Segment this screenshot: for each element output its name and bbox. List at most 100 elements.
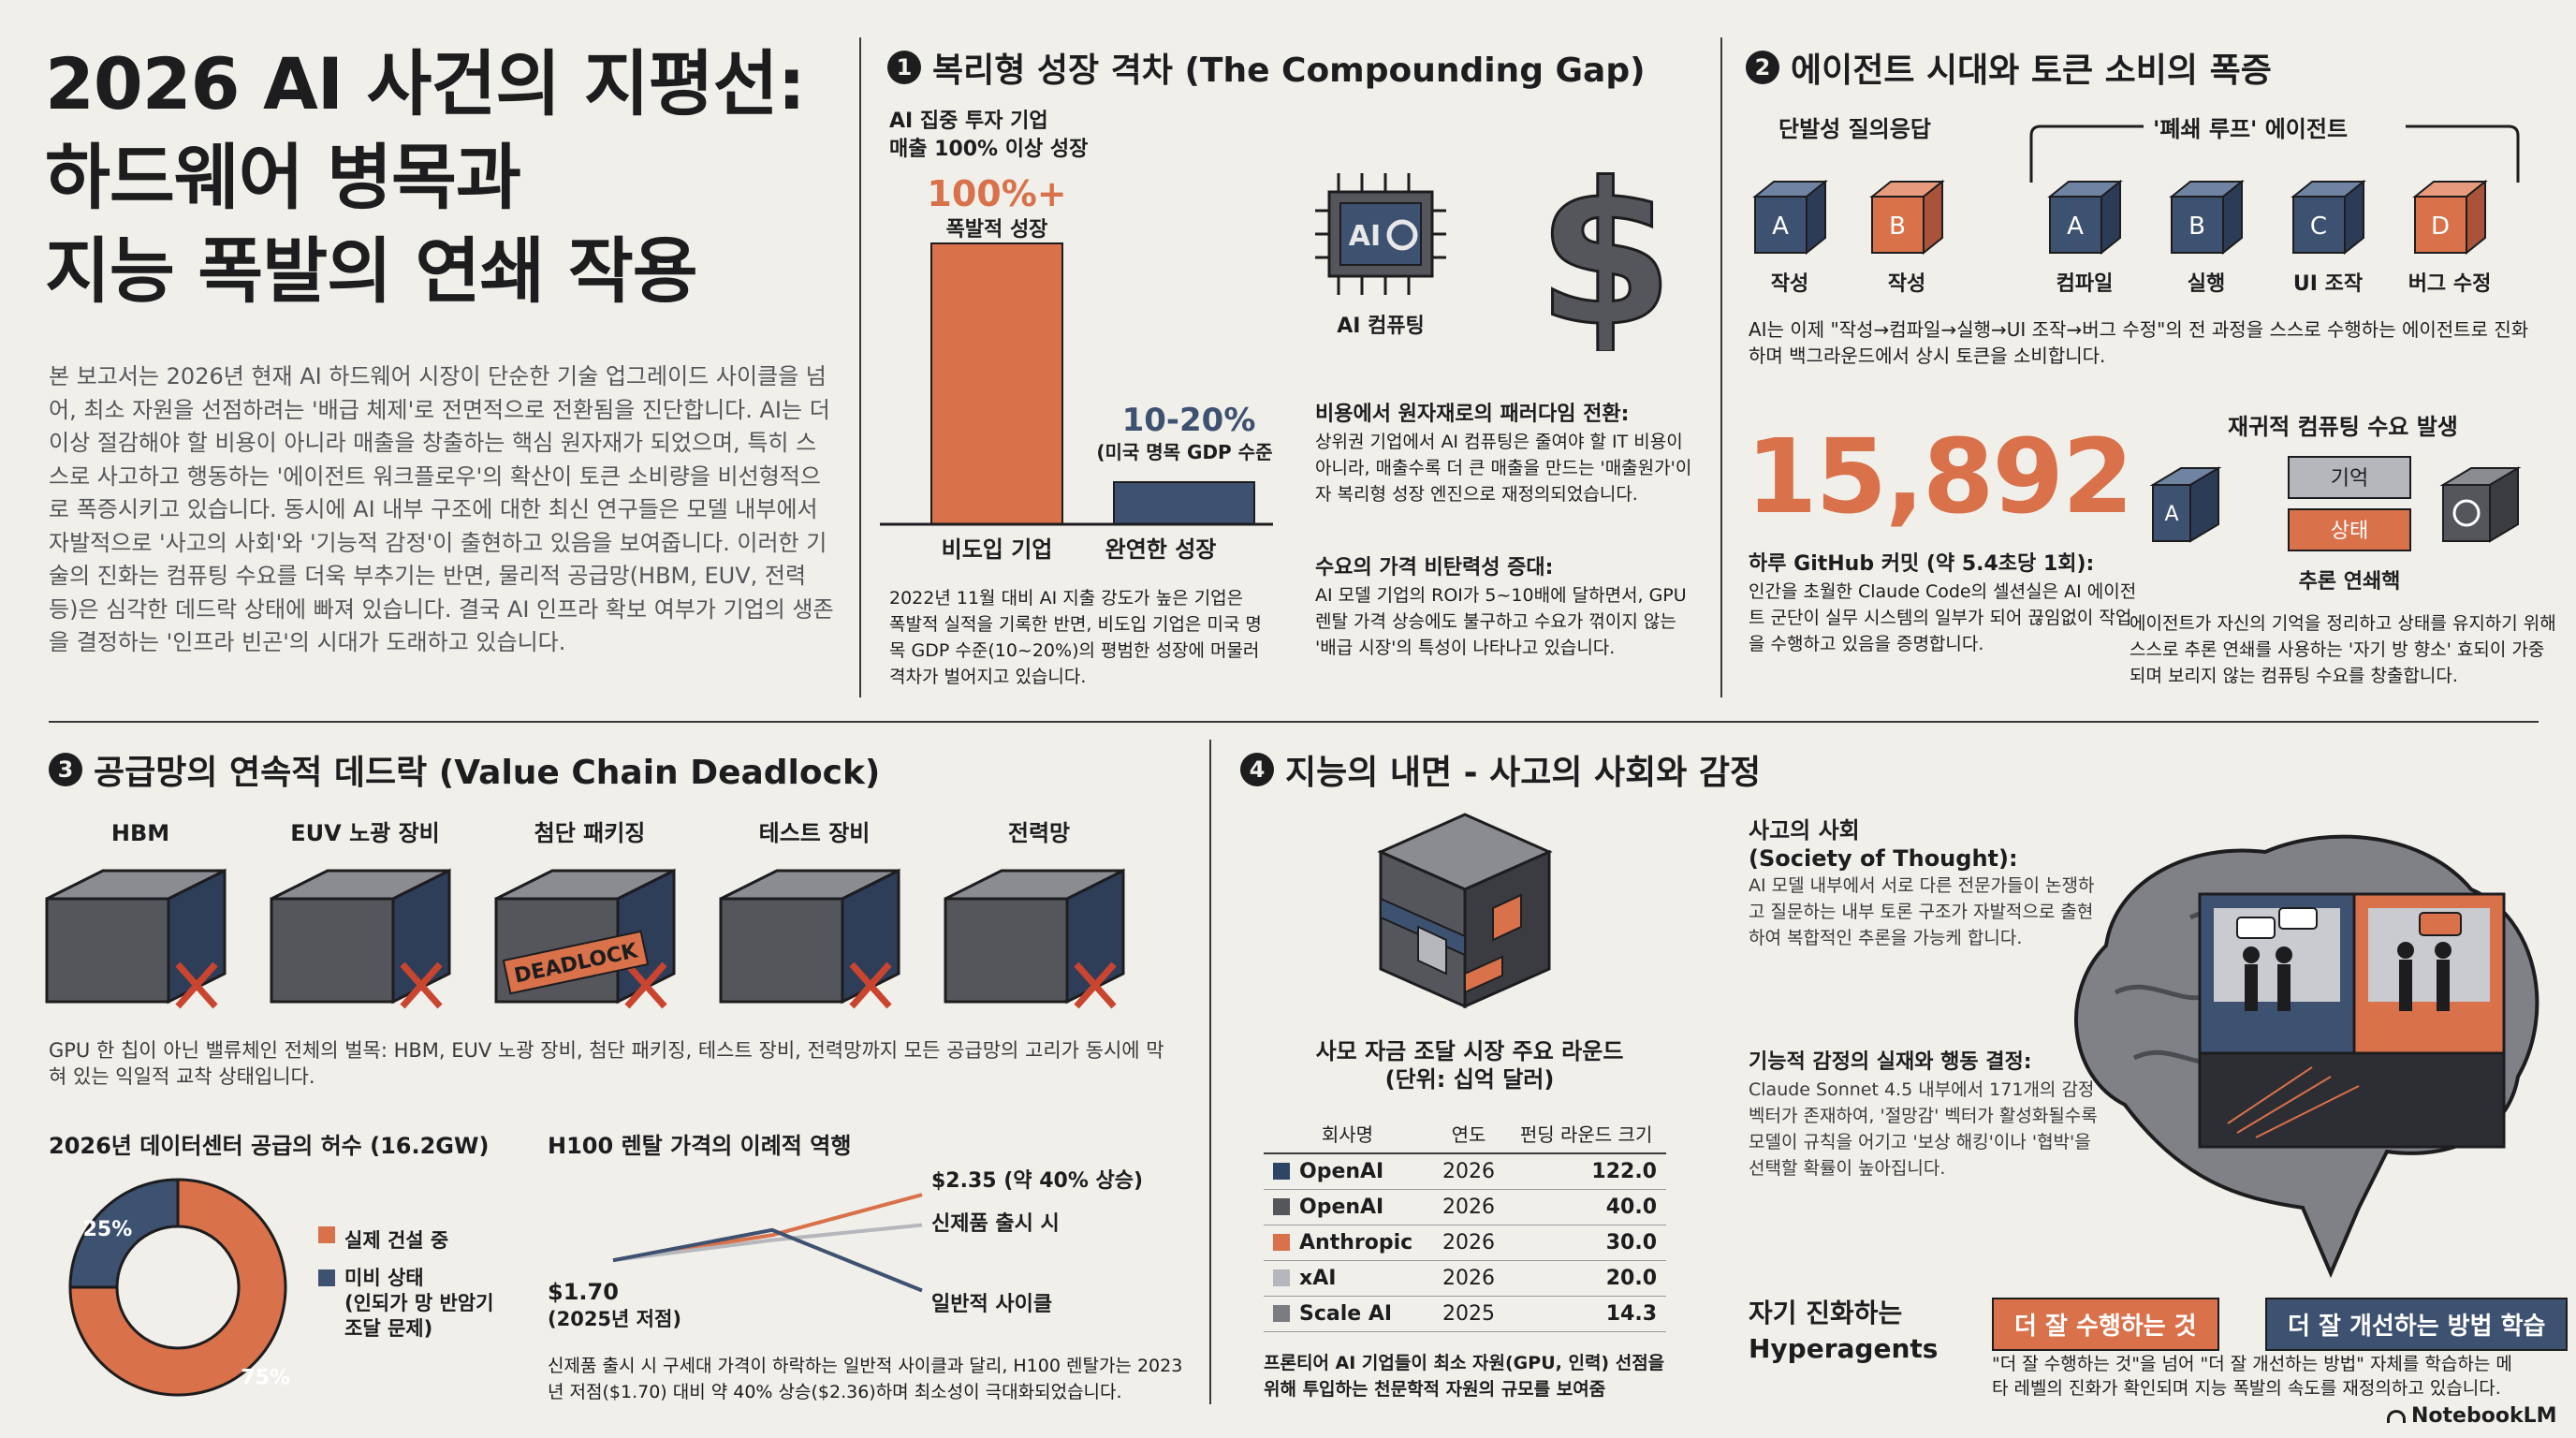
github-block: 하루 GitHub 커밋 (약 5.4초당 1회): 인간을 초월한 Claud… [1749,550,2142,657]
donut-slice-label: 25% [83,1218,133,1241]
h100-line-chart: $1.70 (2025년 저점) $2.35 (약 40% 상승) 신제품 출시… [548,1169,1143,1329]
cube-label: 작성 [1771,272,1808,296]
agent-cubes: A 작성 B 작성 A 컴파일 B 실행 C UI 조작 D 버그 수정 [1741,159,2565,300]
blocked-x-icon [1074,961,1117,1009]
year-cell: 2026 [1430,1189,1507,1225]
memory-label: 기억 [2331,467,2368,491]
table-header: 회사명 [1264,1114,1431,1154]
blocked-x-icon [849,961,892,1009]
blocked-x-icon [400,961,443,1009]
s1-para1: 비용에서 원자재로의 패러다임 전환: 상위권 기업에서 AI 컴퓨팅은 줄여야… [1315,401,1699,507]
series-normal-label: 일반적 사이클 [931,1293,1052,1316]
line-start-sub: (2025년 저점) [548,1308,681,1329]
single-cube: A 작성 [1752,179,1828,296]
memory-box [2288,456,2411,499]
size-cell: 20.0 [1506,1260,1666,1297]
legend-item-built: 실제 건설 중 [318,1226,524,1255]
cube-letter: B [1889,213,1906,241]
cube-letter: B [2188,213,2205,241]
divider-v1 [859,37,861,697]
size-cell: 40.0 [1506,1189,1666,1225]
company-cell: Scale AI [1264,1296,1431,1332]
size-cell: 30.0 [1506,1225,1666,1261]
s1-para1-text: 상위권 기업에서 AI 컴퓨팅은 줄여야 할 IT 비용이 아니라, 매출수록 … [1315,432,1692,505]
year-cell: 2026 [1430,1225,1507,1261]
table-header: 연도 [1430,1114,1507,1154]
loop-cube: D 버그 수정 [2408,179,2492,296]
block-cube-icon [1377,813,1553,1009]
bar2-sub: (미국 명목 GDP 수준) [1096,441,1273,463]
emo-text: Claude Sonnet 4.5 내부에서 171개의 감정 벡터가 존재하여… [1749,1079,2098,1179]
growth-bar-chart: 100%+ 폭발적 성장 10-20% (미국 명목 GDP 수준) 비도입 기… [880,173,1273,563]
cube-letter: C [2310,213,2327,241]
line-title: H100 렌탈 가격의 이례적 역행 [548,1133,852,1159]
company-swatch [1273,1234,1290,1251]
recursive-diagram: A 기억 상태 추론 연쇄핵 [2149,456,2522,594]
state-label: 상태 [2331,520,2368,543]
bar-moderate [1113,481,1255,525]
table-note: 프론티어 AI 기업들이 최소 자원(GPU, 인력) 선점을 위해 투입하는 … [1264,1353,1665,1400]
company-cell: Anthropic [1264,1225,1431,1261]
blocked-x-icon [175,961,218,1009]
table-header: 펀딩 라운드 크기 [1506,1114,1666,1154]
size-cell: 14.3 [1506,1296,1666,1332]
divider-h [49,721,2539,723]
panel-dark [2198,1051,2506,1149]
year-cell: 2026 [1430,1153,1507,1190]
supply-item-label: EUV 노광 장비 [290,820,440,846]
chip-label: AI 컴퓨팅 [1337,315,1425,338]
company-swatch [1273,1305,1290,1322]
bar2-category: 완연한 성장 [1105,536,1217,563]
cube-label: 버그 수정 [2408,272,2492,296]
dollar-icon: $ [1535,154,1675,351]
chain-note: GPU 한 칩이 아닌 밸류체인 전체의 벌목: HBM, EUV 노광 장비,… [49,1039,1164,1088]
legend-swatch-built [318,1226,335,1243]
s1-para2: 수요의 가격 비탄력성 증대: AI 모델 기업의 ROI가 5~10배에 달하… [1315,554,1699,661]
line-note: 신제품 출시 시 구세대 가격이 하락하는 일반적 사이클과 달리, H100 … [548,1356,1183,1402]
table-row: Scale AI 2025 14.3 [1264,1296,1666,1332]
s1-heading: 1 복리형 성장 격차 (The Compounding Gap) [887,43,1646,92]
company-name: Scale AI [1299,1302,1393,1326]
cube-a-icon: A [2149,466,2222,543]
company-swatch [1273,1163,1290,1180]
cube-letter: D [2431,213,2450,241]
speech-bubble-icon [2419,912,2462,936]
title-line-3: 지능 폭발의 연쇄 작용 [45,229,698,313]
state-box [2288,508,2411,551]
supply-item: HBM [45,820,227,1009]
intro-paragraph: 본 보고서는 2026년 현재 AI 하드웨어 시장이 단순한 기술 업그레이드… [49,363,834,655]
hyper-title: 자기 진화하는 Hyperagents [1749,1298,1939,1364]
supply-donut-chart: 25% 75% [68,1178,290,1397]
s1-invest-label: AI 집중 투자 기업 매출 100% 이상 성장 [889,110,1089,161]
loop-cube: C UI 조작 [2291,179,2366,296]
donut-slice-built [68,1178,287,1397]
blocked-x-icon [624,961,667,1009]
sot-title: 사고의 사회 (Society of Thought): [1749,817,2018,872]
cube-label: UI 조작 [2293,272,2363,296]
supply-item-label: 첨단 패키징 [534,820,646,846]
gear-icon [1386,219,1418,251]
cube-label: 작성 [1888,272,1925,296]
supply-item-label: HBM [111,820,169,846]
supply-item-label: 테스트 장비 [759,820,871,846]
company-cell: OpenAI [1264,1189,1431,1225]
table-title: 사모 자금 조달 시장 주요 라운드 (단위: 십억 달러) [1315,1038,1624,1093]
supply-item: 테스트 장비 [719,820,900,1009]
speech-bubble-icon [2278,907,2318,930]
funding-table: 회사명 연도 펀딩 라운드 크기 OpenAI 2026 122.0 OpenAI 20… [1264,1114,1666,1332]
table-row: xAI 2026 20.0 [1264,1260,1666,1297]
s1-bar-note: 2022년 11월 대비 AI 지출 강도가 높은 기업은 폭발적 실적을 기록… [889,588,1262,687]
s1-para2-title: 수요의 가격 비탄력성 증대: [1315,556,1554,580]
tag-perform-better: 더 잘 수행하는 것 [1992,1298,2219,1351]
brand-badge: NotebookLM [2387,1404,2556,1428]
recursive-note: 에이전트가 자신의 기억을 정리하고 상태를 유지하기 위해 스스로 추론 연쇄… [2130,613,2556,686]
line-series-normal [612,1227,923,1293]
donut-title: 2026년 데이터센터 공급의 허수 (16.2GW) [49,1133,490,1159]
s1-para1-title: 비용에서 원자재로의 패러다임 전환: [1315,403,1630,426]
table-header-row: 회사명 연도 펀딩 라운드 크기 [1264,1114,1666,1154]
table-row: OpenAI 2026 40.0 [1264,1189,1666,1225]
company-cell: xAI [1264,1260,1431,1297]
company-cell: OpenAI [1264,1153,1431,1190]
s4-number: 4 [1240,753,1274,786]
